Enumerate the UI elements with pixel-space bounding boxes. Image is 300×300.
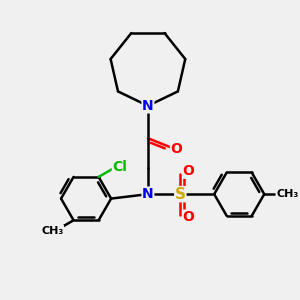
Text: O: O — [171, 142, 182, 155]
Text: N: N — [142, 187, 154, 201]
Text: S: S — [175, 187, 186, 202]
Text: O: O — [183, 164, 194, 178]
Text: CH₃: CH₃ — [41, 226, 64, 236]
Text: CH₃: CH₃ — [276, 189, 298, 199]
Text: O: O — [183, 210, 194, 224]
Text: N: N — [142, 99, 154, 113]
Text: Cl: Cl — [112, 160, 127, 174]
